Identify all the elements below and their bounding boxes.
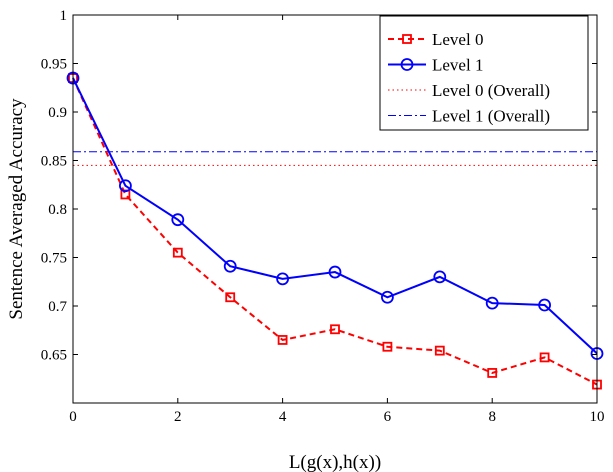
x-tick-label: 8 <box>488 409 496 425</box>
legend-box <box>379 15 589 131</box>
data-point-circle <box>276 272 290 286</box>
data-point-square <box>382 341 393 352</box>
data-point-circle <box>433 270 447 284</box>
data-point-square <box>172 247 183 258</box>
data-point-circle <box>171 213 185 227</box>
y-tick-label: 1 <box>60 8 68 24</box>
x-axis-title: L(g(x),h(x)) <box>289 452 381 472</box>
reference-lines <box>73 151 597 166</box>
legend-label: Level 1 <box>432 56 483 75</box>
y-tick-label: 0.65 <box>41 348 67 364</box>
data-point-square <box>434 345 445 356</box>
data-point-circle <box>380 290 394 304</box>
data-point-square <box>277 335 288 345</box>
legend-label: Level 0 <box>432 30 483 49</box>
series-layer <box>66 71 604 390</box>
legend-swatch-marker <box>402 34 412 44</box>
x-tick-label: 2 <box>174 409 182 425</box>
y-tick-label: 0.85 <box>41 154 67 170</box>
data-point-square <box>330 324 340 335</box>
series-line <box>72 77 598 386</box>
data-point-circle <box>119 179 132 193</box>
y-tick-label: 0.95 <box>41 57 67 73</box>
legend-swatch-marker <box>400 58 414 71</box>
x-tick-label: 0 <box>69 409 77 425</box>
data-point-square <box>225 292 236 303</box>
data-point-circle <box>328 265 342 279</box>
x-tick-label: 4 <box>279 409 287 425</box>
legend-label: Level 0 (Overall) <box>432 81 550 100</box>
legend-label: Level 1 (Overall) <box>432 107 550 126</box>
x-tick-label: 6 <box>384 409 392 425</box>
y-axis-title: Sentence Averaged Accuracy <box>6 98 27 320</box>
data-point-square <box>487 368 498 378</box>
data-point-circle <box>485 296 499 310</box>
x-tick-label: 10 <box>590 409 605 425</box>
data-point-square <box>539 352 550 363</box>
axis-ticks: 0 2 4 6 8 10 0.65 0.7 0.75 0.8 0.85 0.9 0.95 1 <box>41 8 605 425</box>
y-tick-label: 0.75 <box>41 251 67 267</box>
y-tick-label: 0.8 <box>48 202 67 218</box>
data-point-circle <box>538 298 551 312</box>
y-tick-label: 0.7 <box>48 299 67 315</box>
series-line <box>72 77 598 355</box>
y-tick-label: 0.9 <box>48 105 67 121</box>
data-point-circle <box>223 259 237 273</box>
legend: Level 0 Level 1 Level 0 (Overall) Level 1 (… <box>379 15 589 131</box>
